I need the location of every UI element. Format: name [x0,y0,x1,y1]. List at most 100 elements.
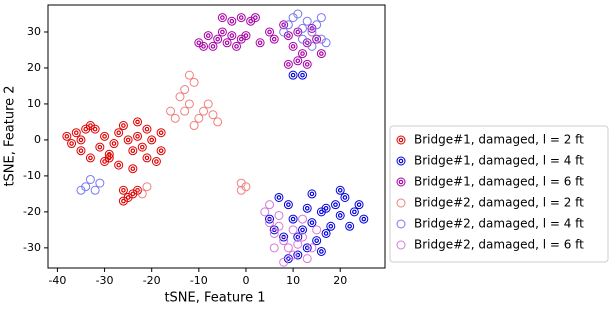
point [307,218,317,228]
point [118,121,128,131]
point [298,232,308,242]
point [227,16,237,26]
point-core [97,144,103,150]
point [217,27,227,37]
point [279,232,289,242]
point [232,41,242,51]
point [326,221,336,231]
point-core [295,234,301,240]
point [180,106,190,116]
point-core [304,40,310,46]
point-core [319,209,324,215]
point-core [135,134,140,139]
point-core [295,29,301,35]
point-core [210,44,216,49]
point-core [300,227,305,233]
point [293,56,303,66]
point [265,214,275,224]
point-core [224,40,230,46]
point [345,221,355,231]
point [312,225,322,235]
point-core [83,126,89,132]
x-tick-label: -10 [190,274,208,287]
point [288,250,298,260]
point-core [238,15,244,20]
point [184,70,194,80]
point [104,149,114,159]
point-core [356,202,362,207]
point [298,23,308,33]
point [288,70,298,80]
point [222,38,232,48]
point [189,77,199,87]
point-core [271,36,277,42]
point [265,200,275,210]
point [137,142,147,152]
point [199,106,209,116]
point-core [116,130,121,136]
y-tick-label: -20 [23,205,41,218]
point-core [88,155,93,161]
point [189,121,199,131]
point [312,20,322,30]
point [316,49,326,59]
point-core [286,62,291,67]
y-tick-label: -10 [23,169,41,182]
point [100,131,110,141]
point [241,31,251,41]
point-core [352,209,357,215]
point [269,243,279,253]
point-core [342,195,348,200]
point [283,243,293,253]
x-tick-label: 10 [286,274,300,287]
legend-label: Bridge#1, damaged, l = 4 ft [414,154,584,168]
point-core [257,40,263,46]
point-core [201,44,206,49]
point [283,200,293,210]
point [142,182,152,192]
point [142,153,152,163]
point [298,70,308,80]
point [128,146,138,156]
point [123,135,133,145]
point-core [253,15,258,20]
point [118,196,128,206]
point [118,185,128,195]
point [166,106,176,116]
point-core [154,159,159,164]
point [302,203,312,213]
point [298,49,308,59]
point-core [309,191,315,197]
point-core [248,18,253,24]
point-core [229,33,235,38]
point-core [295,252,301,258]
point-core [333,202,338,207]
point [307,41,317,51]
point-core [69,141,74,146]
point-core [106,155,112,161]
point-core [121,187,126,193]
legend-label: Bridge#2, damaged, l = 4 ft [414,217,584,231]
point [95,178,105,188]
point-core [238,36,244,42]
y-tick-label: 20 [27,61,41,74]
point [250,13,260,23]
point [302,59,312,69]
point [142,124,152,134]
point [236,13,246,23]
point-core [125,137,131,143]
point [137,189,147,199]
point [302,243,312,253]
point-core [314,238,319,243]
y-tick-label: 0 [34,133,41,146]
point [293,232,303,242]
point [269,34,279,44]
point [133,117,143,127]
point [307,189,317,199]
point-core [276,195,282,200]
point [85,153,95,163]
point-core [158,130,164,136]
point-core [304,62,310,67]
point [288,41,298,51]
y-tick-label: -30 [23,241,41,254]
